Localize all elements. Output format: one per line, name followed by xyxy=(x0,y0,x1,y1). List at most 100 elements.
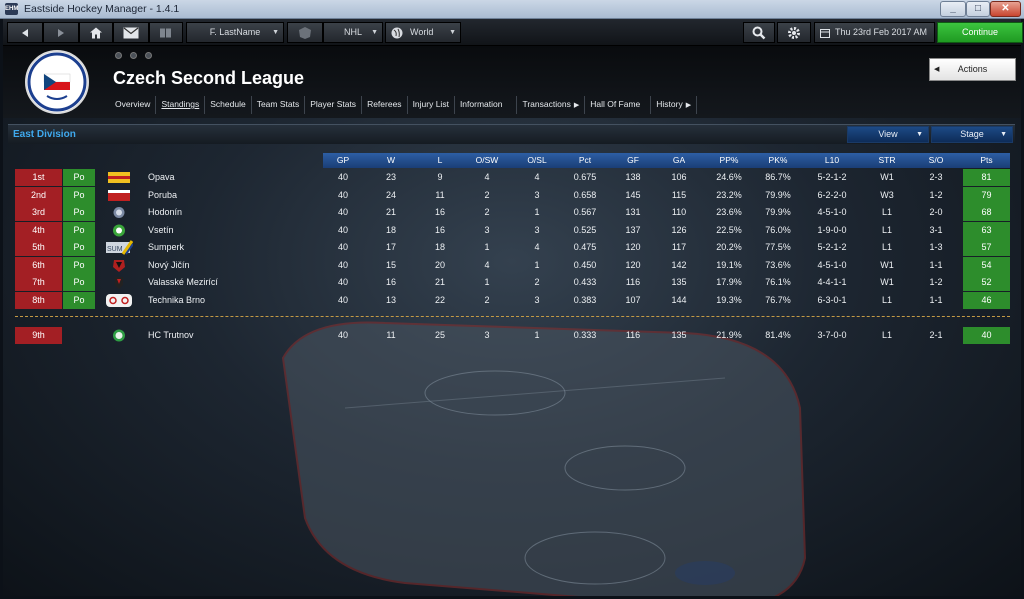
team-name[interactable]: Valasské Mezirící xyxy=(148,277,218,287)
tab-schedule[interactable]: Schedule xyxy=(205,96,252,114)
team-name[interactable]: Opava xyxy=(148,172,175,182)
table-cell: 6-2-2-0 xyxy=(817,190,847,200)
column-header[interactable]: L xyxy=(419,153,461,168)
tab-hall-of-fame[interactable]: Hall Of Fame xyxy=(585,96,652,114)
ice-rink-icon xyxy=(281,321,807,596)
column-header[interactable]: PK% xyxy=(757,153,799,168)
table-cell: 0.475 xyxy=(573,242,597,252)
tab-history[interactable]: History ▶ xyxy=(651,96,698,114)
table-cell: L1 xyxy=(881,330,892,340)
view-dropdown[interactable]: View ▼ xyxy=(847,126,929,143)
table-row[interactable]: 3rd Po Hodonín 40 21 16 2 1 0.567 131 11… xyxy=(3,204,1021,221)
table-row[interactable]: 9th HC Trutnov 40 11 25 3 1 0.333 116 13… xyxy=(3,327,1021,344)
qualification-badge: Po xyxy=(63,239,95,256)
table-cell: 16 xyxy=(385,277,396,287)
actions-button[interactable]: ◀ Actions xyxy=(929,58,1016,81)
points-cell: 52 xyxy=(963,274,1010,291)
table-cell: 3 xyxy=(484,330,490,340)
column-header[interactable]: GP xyxy=(323,153,363,168)
nav-dot[interactable] xyxy=(130,52,137,59)
tab-transactions[interactable]: Transactions ▶ xyxy=(517,96,586,114)
column-header[interactable]: Pct xyxy=(561,153,609,168)
table-row[interactable]: 8th Po Technika Brno 40 13 22 2 3 0.383 … xyxy=(3,292,1021,309)
team-name[interactable]: Technika Brno xyxy=(148,295,206,305)
chevron-down-icon: ▼ xyxy=(1000,131,1007,138)
table-row[interactable]: 2nd Po Poruba 40 24 11 2 3 0.658 145 115… xyxy=(3,187,1021,204)
maximize-button[interactable]: □ xyxy=(966,1,990,17)
table-cell: 1-3 xyxy=(929,242,943,252)
table-cell: W1 xyxy=(880,260,894,270)
close-button[interactable]: ✕ xyxy=(990,1,1021,17)
column-header[interactable]: L10 xyxy=(799,153,865,168)
minimize-button[interactable]: _ xyxy=(940,1,966,17)
table-cell: 40 xyxy=(337,330,348,340)
table-cell: 40 xyxy=(337,225,348,235)
column-header[interactable]: O/SW xyxy=(461,153,513,168)
column-header[interactable]: O/SL xyxy=(513,153,561,168)
column-header[interactable]: GA xyxy=(657,153,701,168)
table-row[interactable]: 7th Po Valasské Mezirící 40 16 21 1 2 0.… xyxy=(3,274,1021,291)
team-name[interactable]: Hodonín xyxy=(148,207,183,217)
column-header[interactable]: W xyxy=(363,153,419,168)
tab-injury-list[interactable]: Injury List xyxy=(408,96,455,114)
qualification-badge: Po xyxy=(63,257,95,274)
team-name[interactable]: Nový Jičín xyxy=(148,260,190,270)
column-header[interactable]: S/O xyxy=(909,153,963,168)
column-header[interactable]: Pts xyxy=(963,153,1010,168)
manager-dropdown[interactable]: F. LastName ▼ xyxy=(186,22,284,43)
book-icon xyxy=(160,28,171,37)
table-cell: 135 xyxy=(671,277,687,287)
points-cell: 46 xyxy=(963,292,1010,309)
table-row[interactable]: 6th Po Nový Jičín 40 15 20 4 1 0.450 120… xyxy=(3,257,1021,274)
bookmarks-button[interactable] xyxy=(149,22,183,43)
gear-icon xyxy=(788,26,800,39)
table-cell: 17.9% xyxy=(716,277,742,287)
back-button[interactable] xyxy=(7,22,43,43)
home-button[interactable] xyxy=(79,22,113,43)
nav-dot[interactable] xyxy=(145,52,152,59)
points-cell: 40 xyxy=(963,327,1010,344)
column-header[interactable]: STR xyxy=(865,153,909,168)
title-bar: EHM Eastside Hockey Manager - 1.4.1 _ □ … xyxy=(0,0,1024,19)
table-cell: 4-5-1-0 xyxy=(817,260,847,270)
table-cell: 1 xyxy=(534,207,540,217)
position-badge: 1st xyxy=(15,169,62,186)
table-row[interactable]: 1st Po Opava 40 23 9 4 4 0.675 138 106 2… xyxy=(3,169,1021,186)
team-name[interactable]: HC Trutnov xyxy=(148,330,194,340)
settings-button[interactable] xyxy=(777,22,811,43)
table-cell: 0.525 xyxy=(573,225,597,235)
date-display[interactable]: Thu 23rd Feb 2017 AM xyxy=(814,22,935,43)
app-logo-icon: EHM xyxy=(5,3,18,15)
team-name[interactable]: Poruba xyxy=(148,190,178,200)
table-cell: 11 xyxy=(435,190,445,200)
tab-overview[interactable]: Overview xyxy=(110,96,157,114)
tab-referees[interactable]: Referees xyxy=(362,96,408,114)
table-cell: 4 xyxy=(484,260,490,270)
table-cell: 126 xyxy=(671,225,687,235)
stage-dropdown[interactable]: Stage ▼ xyxy=(931,126,1013,143)
back-icon xyxy=(22,28,28,37)
nhl-button[interactable] xyxy=(287,22,323,43)
search-icon xyxy=(752,26,766,39)
team-name[interactable]: Vsetín xyxy=(148,225,174,235)
table-row[interactable]: 4th Po Vsetín 40 18 16 3 3 0.525 137 126… xyxy=(3,222,1021,239)
tab-team-stats[interactable]: Team Stats xyxy=(252,96,306,114)
inbox-button[interactable] xyxy=(113,22,149,43)
league-logo xyxy=(25,50,89,114)
column-header[interactable]: GF xyxy=(609,153,657,168)
team-name[interactable]: Sumperk xyxy=(148,242,185,252)
column-header[interactable]: PP% xyxy=(701,153,757,168)
table-cell: 23.2% xyxy=(716,190,742,200)
forward-button[interactable] xyxy=(43,22,79,43)
table-row[interactable]: 5th Po SUM Sumperk 40 17 18 1 4 0.475 12… xyxy=(3,239,1021,256)
sumperk-logo-icon: SUM xyxy=(106,240,133,255)
tab-information[interactable]: Information xyxy=(455,96,518,114)
table-cell: 19.1% xyxy=(716,260,742,270)
continue-button[interactable]: Continue xyxy=(937,22,1023,43)
region-dropdown[interactable]: World ▼ xyxy=(385,22,461,43)
league-dropdown[interactable]: NHL ▼ xyxy=(323,22,383,43)
nav-dot[interactable] xyxy=(115,52,122,59)
search-button[interactable] xyxy=(743,22,775,43)
tab-standings[interactable]: Standings xyxy=(156,96,206,114)
tab-player-stats[interactable]: Player Stats xyxy=(305,96,363,114)
